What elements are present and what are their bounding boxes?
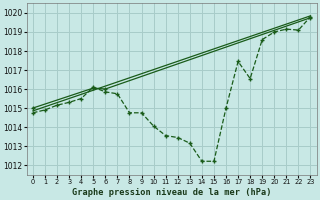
X-axis label: Graphe pression niveau de la mer (hPa): Graphe pression niveau de la mer (hPa)	[72, 188, 271, 197]
